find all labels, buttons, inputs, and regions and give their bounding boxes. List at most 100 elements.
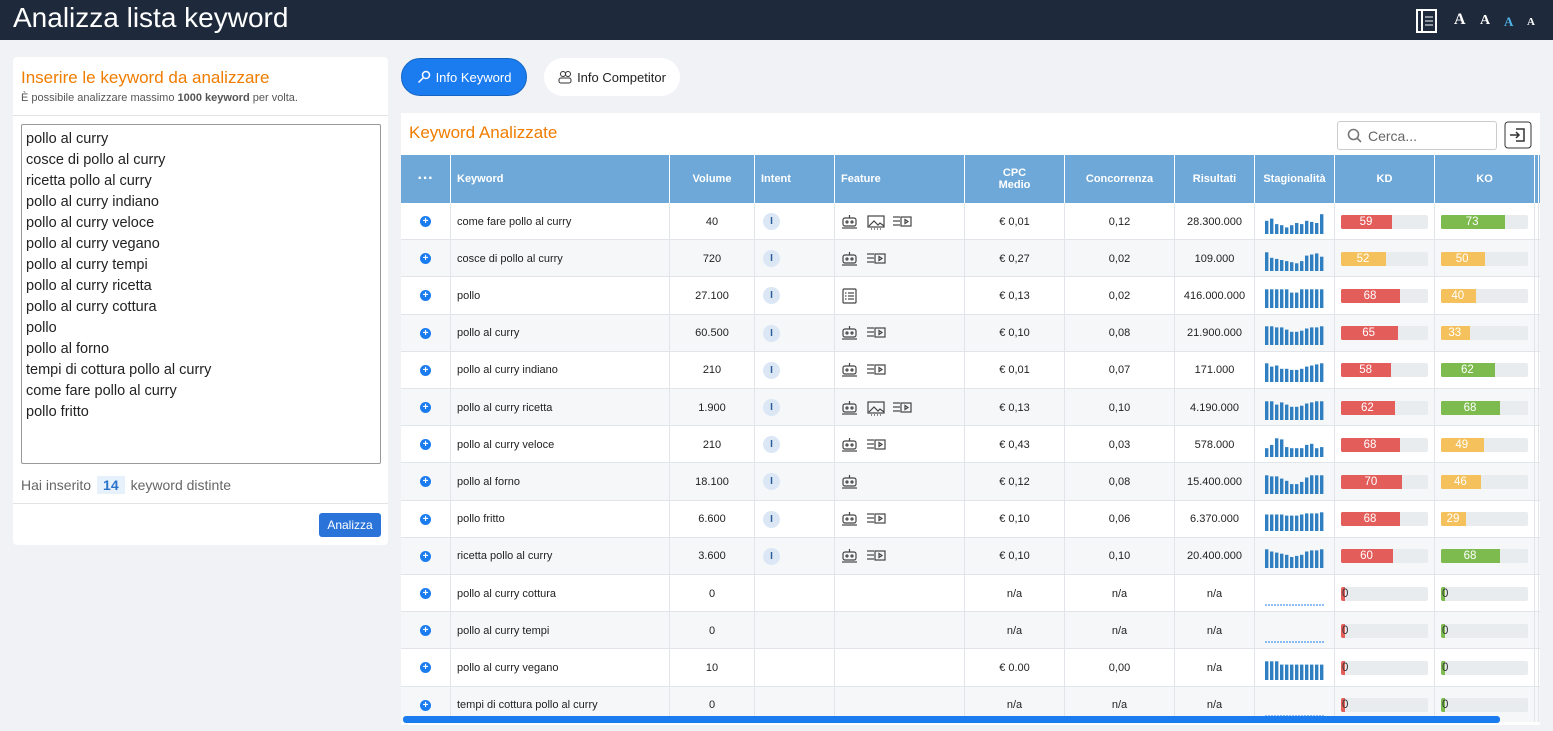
intent-badge: I [763,473,780,490]
season-bar [1305,289,1308,308]
expand-button[interactable]: + [420,365,431,376]
score-track: 70 [1341,475,1428,489]
expand-button[interactable]: + [420,662,431,673]
column-header: Risultati [1175,155,1255,203]
analizza-button[interactable]: Analizza [319,513,381,537]
cpc: € 0,12 [999,476,1030,488]
feature-cell [835,277,965,314]
ko-cell: 29 [1435,501,1535,538]
keyword-line: come fare pollo al curry [26,381,376,402]
season-bar [1300,261,1303,271]
keyword-line: pollo al curry [26,129,376,150]
keyword-line: pollo al curry tempi [26,255,376,276]
season-bar [1275,259,1278,271]
expand-button[interactable]: + [420,700,431,711]
intent-badge: I [763,213,780,230]
ko-cell: 68 [1435,389,1535,426]
scrollbar[interactable] [403,716,1500,723]
feature-cell [835,538,965,575]
expand-button[interactable]: + [420,253,431,264]
season-bar [1265,475,1268,494]
keyword-line: tempi di cottura pollo al curry [26,360,376,381]
season-bar [1310,254,1313,271]
season-bar [1265,448,1268,457]
sparkline [1265,284,1325,308]
expand-button[interactable]: + [420,328,431,339]
expand-button[interactable]: + [420,476,431,487]
expand-button[interactable]: + [420,439,431,450]
tab-info-competitor[interactable]: Info Competitor [544,58,680,96]
intent-badge: I [763,250,780,267]
risultati-cell: n/a [1175,612,1255,649]
tab-info-keyword[interactable]: Info Keyword [401,58,527,96]
table-row: +pollo27.100I€ 0,130,02416.000.0006840 [401,277,1540,314]
season-bar [1265,326,1268,345]
count-row: Hai inserito14keyword distinte [21,476,231,494]
search-box[interactable]: Cerca... [1337,121,1497,150]
expand-button[interactable]: + [420,551,431,562]
keyword-line: pollo al curry indiano [26,192,376,213]
export-button[interactable] [1504,121,1532,149]
keyword-line: pollo fritto [26,402,376,423]
ko-cell: 68 [1435,538,1535,575]
keyword-textarea[interactable]: pollo al currycosce di pollo al curryric… [21,124,381,464]
risultati: n/a [1207,699,1222,711]
expand-button[interactable]: + [420,514,431,525]
concorrenza: 0,12 [1109,216,1130,228]
expand-button[interactable]: + [420,290,431,301]
cpc-cell: € 0.00 [965,649,1065,686]
concorrenza-cell: 0,07 [1065,352,1175,389]
icon-part [879,256,882,260]
sparkline [1265,619,1325,643]
feature-cell [835,315,965,352]
feature-icon [866,437,886,453]
expand-cell: + [401,277,451,314]
season-bar [1270,552,1273,569]
font-size-option[interactable]: A [1454,11,1466,29]
season-bar [1305,255,1308,270]
column-header-label: Feature [841,173,881,185]
risultati-cell: n/a [1175,575,1255,612]
season-bar [1280,289,1283,308]
note-bold: 1000 keyword [178,92,250,104]
font-size-option[interactable]: A [1504,14,1513,30]
stagionalita-cell [1255,463,1335,500]
season-bar [1275,404,1278,419]
score-label: 62 [1461,363,1474,377]
score-label: 73 [1466,215,1479,229]
expand-cell: + [401,463,451,500]
volume: 210 [703,364,721,376]
font-size-option[interactable]: A [1527,16,1535,28]
volume-cell: 0 [670,612,755,649]
risultati: 6.370.000 [1190,513,1239,525]
feature-icon [840,548,860,564]
icon-part [879,517,882,521]
season-bar [1290,557,1293,568]
trailing-cell [1535,203,1539,240]
intent-cell [755,612,835,649]
season-bar [1265,252,1268,271]
season-bar [1295,406,1298,419]
stagionalita-cell [1255,240,1335,277]
book-icon[interactable] [1415,8,1439,34]
column-header: KO [1435,155,1535,203]
ko-cell: 40 [1435,277,1535,314]
expand-button[interactable]: + [420,588,431,599]
expand-button[interactable]: + [420,216,431,227]
season-bar [1280,260,1283,271]
expand-button[interactable]: + [420,625,431,636]
cpc-cell: € 0,13 [965,277,1065,314]
keyword-cell: pollo al curry vegano [451,649,670,686]
keyword: tempi di cottura pollo al curry [457,699,598,711]
score-label: 68 [1464,401,1477,415]
kd-cell: 65 [1335,315,1435,352]
expand-cell: + [401,538,451,575]
cpc: € 0,10 [999,550,1030,562]
expand-button[interactable]: + [420,402,431,413]
font-size-option[interactable]: A [1480,13,1490,29]
season-bar [1290,516,1293,531]
expand-cell: + [401,203,451,240]
volume: 0 [709,625,715,637]
icon-part [875,254,885,263]
season-bar [1265,550,1268,569]
